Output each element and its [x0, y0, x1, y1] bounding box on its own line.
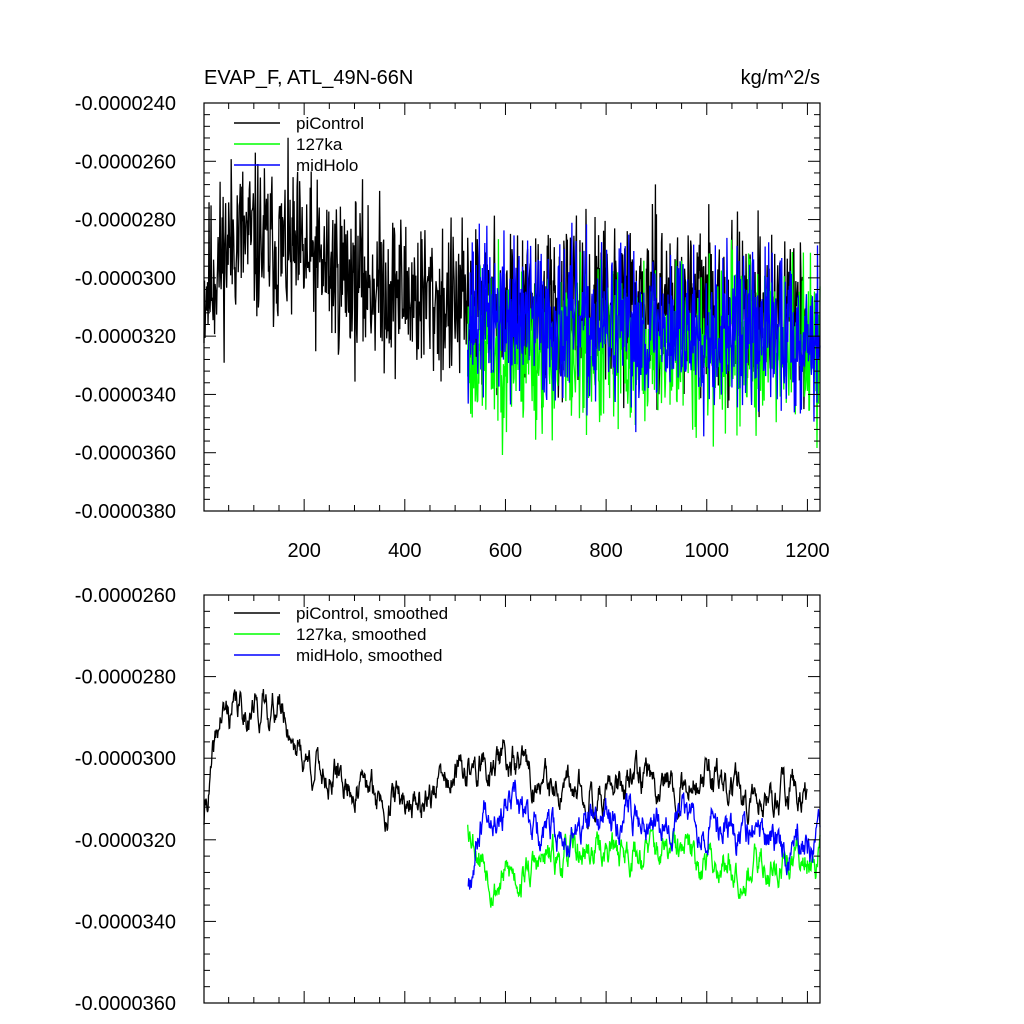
- top-x-tick-labels: 200 400 600 800 1000 1200: [287, 540, 829, 562]
- top-series-line-midholo: [467, 222, 821, 437]
- top-x-tick-label: 800: [589, 540, 622, 562]
- bottom-y-tick-label: -0.0000260: [75, 585, 176, 607]
- top-y-tick-label: -0.0000300: [75, 268, 176, 290]
- bottom-y-tick-label: -0.0000320: [75, 830, 176, 852]
- top-y-tick-label: -0.0000280: [75, 210, 176, 232]
- top-x-tick-label: 1000: [685, 540, 730, 562]
- top-x-tick-label: 600: [489, 540, 522, 562]
- bottom-plot-frame: [203, 594, 821, 1004]
- bottom-y-tick-label: -0.0000360: [75, 993, 176, 1015]
- bottom-series-group: [203, 688, 821, 908]
- top-x-tick-label: 400: [388, 540, 421, 562]
- top-x-tick-label: 200: [287, 540, 320, 562]
- chart-title: EVAP_F, ATL_49N-66N: [204, 67, 413, 89]
- legend-label-127ka-smoothed: 127ka, smoothed: [296, 625, 426, 644]
- bottom-y-tick-labels: -0.0000260 -0.0000280 -0.0000300 -0.0000320…: [75, 585, 176, 1015]
- bottom-y-tick-label: -0.0000340: [75, 911, 176, 933]
- legend-label-midholo-smoothed: midHolo, smoothed: [296, 646, 442, 665]
- top-y-tick-label: -0.0000260: [75, 151, 176, 173]
- top-ticks-group: [204, 102, 820, 512]
- bottom-y-tick-label: -0.0000280: [75, 667, 176, 689]
- top-panel: EVAP_F, ATL_49N-66N kg/m^2/s -0.0000240-…: [75, 67, 830, 562]
- bottom-series-line-picontrol-smoothed: [203, 688, 808, 832]
- legend-label-picontrol: piControl: [296, 114, 364, 133]
- bottom-legend: piControl, smoothed 127ka, smoothed midH…: [234, 604, 448, 665]
- top-y-tick-label: -0.0000340: [75, 384, 176, 406]
- legend-label-midholo: midHolo: [296, 156, 358, 175]
- top-series-group: [203, 137, 821, 455]
- top-y-tick-label: -0.0000320: [75, 326, 176, 348]
- top-y-tick-label: -0.0000360: [75, 443, 176, 465]
- top-plot-frame: [203, 102, 821, 512]
- bottom-series-line-127ka-smoothed: [467, 824, 821, 908]
- chart-units: kg/m^2/s: [741, 67, 820, 89]
- top-y-tick-label: -0.0000380: [75, 501, 176, 523]
- bottom-y-tick-label: -0.0000300: [75, 748, 176, 770]
- legend-label-picontrol-smoothed: piControl, smoothed: [296, 604, 448, 623]
- top-x-tick-label: 1200: [785, 540, 830, 562]
- bottom-series-line-midholo-smoothed: [467, 779, 821, 890]
- top-y-tick-label: -0.0000240: [75, 93, 176, 115]
- bottom-panel: -0.0000260 -0.0000280 -0.0000300 -0.0000320…: [75, 585, 821, 1015]
- top-legend: piControl 127ka midHolo: [234, 114, 364, 175]
- legend-label-127ka: 127ka: [296, 135, 343, 154]
- top-y-tick-labels: -0.0000240 -0.0000260 -0.0000280 -0.0000300…: [75, 93, 176, 523]
